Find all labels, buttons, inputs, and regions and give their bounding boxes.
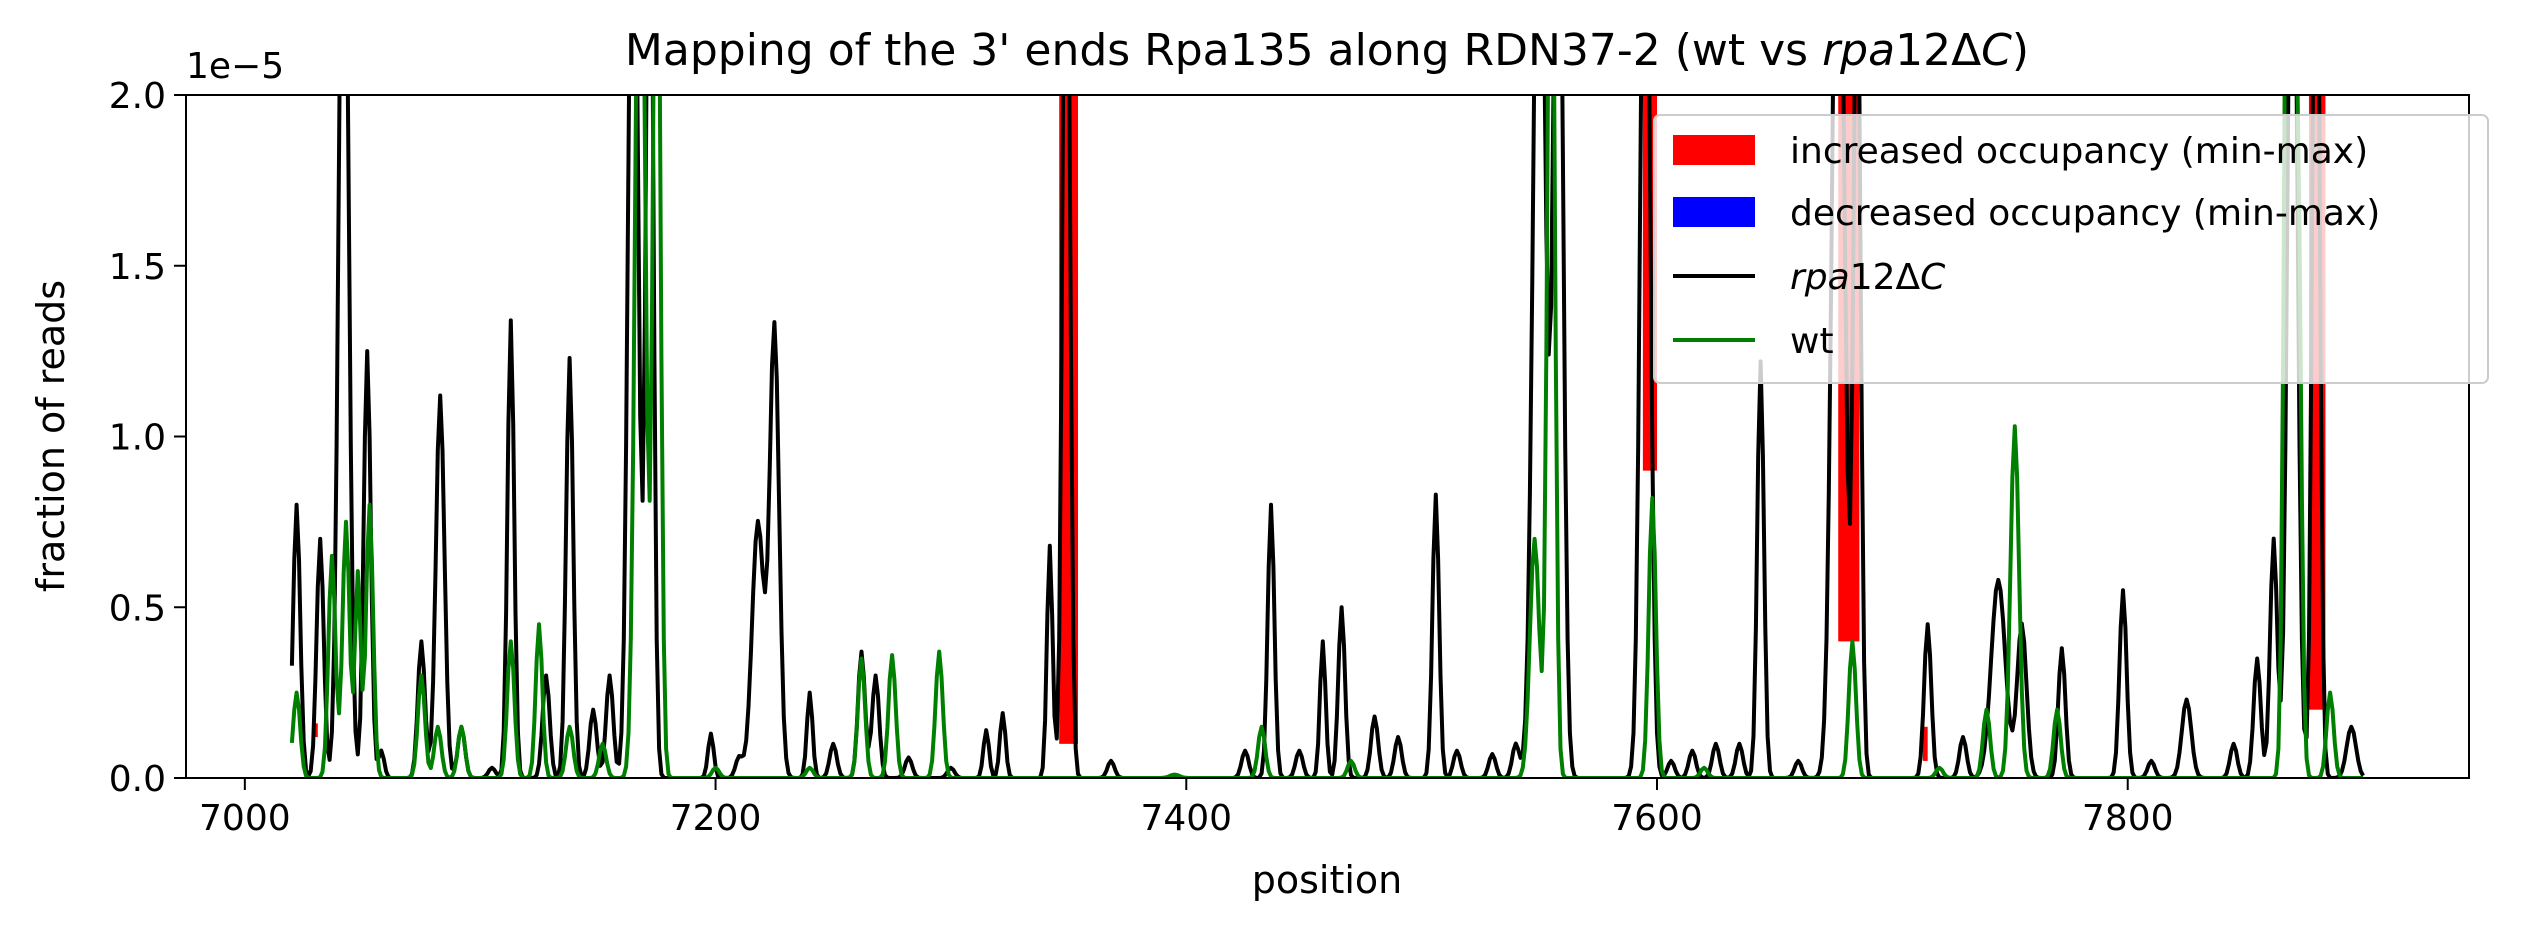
y-tick-label: 2.0 (109, 76, 166, 117)
x-tick-label: 7000 (199, 798, 291, 839)
y-offset-label: 1e−5 (186, 46, 284, 87)
series-line-wt (289, 95, 2364, 778)
y-axis-label: fraction of reads (29, 280, 73, 592)
legend-label-rpa12: rpa12ΔC (1790, 257, 1946, 298)
x-tick-label: 7600 (1611, 798, 1703, 839)
y-ticks: 0.0 0.5 1.0 1.5 2.0 (109, 76, 186, 800)
legend-swatch-decreased (1673, 197, 1755, 227)
x-tick-label: 7200 (670, 798, 762, 839)
series-line-rpa12dc (289, 95, 2365, 778)
y-tick-label: 1.0 (109, 418, 166, 459)
y-tick-label: 0.0 (109, 759, 166, 800)
legend-box (1653, 114, 2489, 384)
x-axis-label: position (1252, 858, 1403, 902)
increased-region (1922, 726, 1928, 761)
legend-label-increased: increased occupancy (min-max) (1790, 131, 2368, 172)
y-tick-label: 1.5 (109, 247, 166, 288)
series-lines (289, 95, 2365, 778)
legend-label-wt: wt (1790, 321, 1834, 362)
legend-swatch-increased (1673, 135, 1755, 165)
x-tick-label: 7400 (1140, 798, 1232, 839)
legend: increased occupancy (min-max) decreased … (1653, 114, 2489, 384)
x-ticks: 7000 7200 7400 7600 7800 (199, 778, 2174, 839)
x-tick-label: 7800 (2082, 798, 2174, 839)
chart-title: Mapping of the 3' ends Rpa135 along RDN3… (625, 25, 2029, 76)
legend-label-decreased: decreased occupancy (min-max) (1790, 193, 2380, 234)
y-tick-label: 0.5 (109, 588, 166, 629)
